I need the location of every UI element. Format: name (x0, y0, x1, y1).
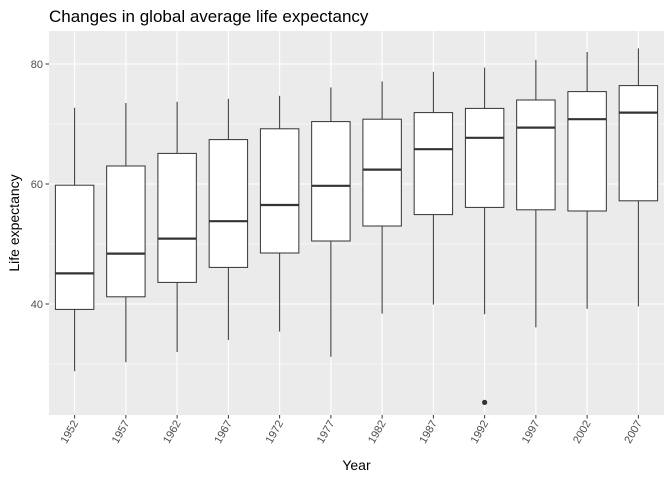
x-tick-label: 1952 (59, 419, 82, 446)
box-1952 (54, 107, 95, 372)
box-1962 (157, 101, 197, 352)
x-tick-label: 1977 (315, 419, 338, 446)
box-iqr (567, 91, 607, 212)
x-tick-label: 1997 (520, 419, 543, 446)
x-tick-label: 1967 (212, 419, 235, 446)
box-iqr (259, 128, 300, 254)
x-tick-label: 2007 (622, 419, 645, 446)
box-iqr (618, 85, 659, 202)
x-tick-label: 1987 (417, 419, 440, 446)
box-1992 (464, 67, 505, 405)
x-tick-label: 1972 (264, 419, 287, 446)
box-iqr (208, 139, 249, 268)
box-1967 (208, 98, 249, 340)
box-2002 (567, 52, 607, 309)
box-1997 (516, 59, 556, 328)
x-tick-label: 1992 (469, 419, 492, 446)
box-iqr (413, 112, 454, 216)
box-iqr (54, 184, 95, 310)
y-tick-label: 40 (31, 299, 43, 311)
box-iqr (311, 121, 351, 242)
box-iqr (362, 118, 402, 227)
x-tick-label: 1957 (110, 419, 133, 446)
box-1977 (311, 87, 351, 357)
box-1972 (259, 95, 300, 332)
x-tick-label: 1982 (366, 419, 389, 446)
y-axis-title: Life expectancy (6, 174, 22, 271)
x-tick-label: 1962 (161, 419, 184, 446)
y-tick-label: 80 (31, 59, 43, 71)
box-2007 (618, 48, 659, 307)
outlier-point (482, 399, 488, 405)
box-1982 (362, 81, 402, 314)
box-iqr (464, 107, 505, 208)
x-tick-label: 2002 (571, 419, 594, 446)
boxes (54, 48, 659, 405)
x-axis-title: Year (342, 457, 371, 473)
y-tick-label: 60 (31, 179, 43, 191)
box-iqr (516, 99, 556, 211)
box-1957 (106, 103, 146, 363)
box-1987 (413, 71, 454, 305)
box-iqr (106, 165, 146, 298)
plot-panel (49, 31, 664, 415)
box-iqr (157, 152, 197, 283)
chart-title: Changes in global average life expectanc… (49, 7, 369, 26)
